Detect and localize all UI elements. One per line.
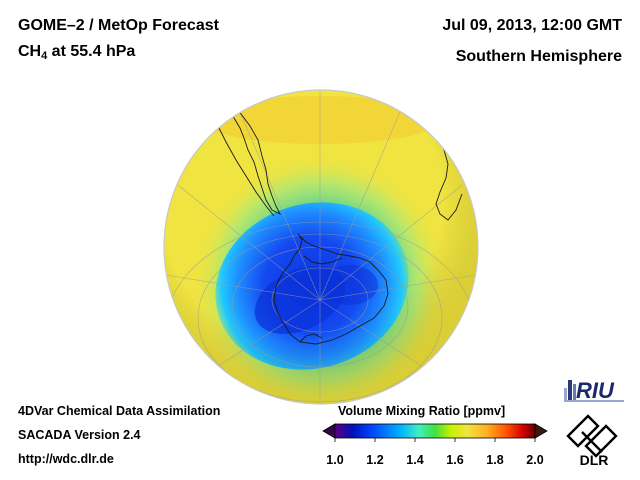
riu-logo: RIU [564, 378, 624, 403]
riu-logo-bar [573, 384, 576, 400]
forecast-datetime: Jul 09, 2013, 12:00 GMT [442, 17, 622, 34]
antarctica-coast [273, 235, 389, 345]
colorbar-title: Volume Mixing Ratio [ppmv] [338, 404, 506, 418]
footer-version: SACADA Version 2.4 [18, 428, 141, 442]
species-name: CH [18, 43, 42, 60]
colorbar-over-arrow [534, 423, 548, 439]
colorbar-gradient [334, 423, 536, 439]
riu-logo-bar [564, 388, 567, 400]
footer-method: 4DVar Chemical Data Assimilation [18, 404, 221, 418]
dlr-logo-text: DLR [580, 452, 609, 468]
dlr-logo: DLR [566, 414, 618, 468]
colorbar-tick-label: 1.2 [366, 453, 383, 467]
colorbar-under-arrow [322, 423, 336, 439]
species-subscript: 4 [41, 50, 48, 62]
meridian [177, 184, 321, 301]
colorbar-tick-label: 1.6 [446, 453, 463, 467]
south-america-west [211, 111, 275, 217]
meridian [319, 111, 401, 301]
antarctic-peninsula [289, 233, 303, 265]
globe-outline [163, 89, 479, 405]
colorbar-tick-label: 1.4 [406, 453, 423, 467]
dlr-logo-mark [566, 414, 618, 458]
hemisphere-label: Southern Hemisphere [455, 48, 622, 65]
colorbar-tick-label: 1.0 [326, 453, 343, 467]
riu-logo-underline [564, 400, 624, 402]
riu-logo-bar [568, 380, 572, 400]
meridian [165, 274, 321, 301]
meridian [319, 299, 441, 379]
map-species-level: CH4 at 55.4 hPa [18, 43, 135, 62]
meridian [319, 274, 477, 301]
map-title: GOME–2 / MetOp Forecast [18, 17, 219, 34]
meridian [319, 184, 463, 301]
weddell-sea [303, 255, 343, 265]
south-america-coast [219, 97, 282, 216]
colorbar: 1.0 1.2 1.4 1.6 1.8 2.0 [322, 423, 548, 467]
meridian [199, 299, 321, 379]
ross-ice-shelf [299, 333, 323, 343]
colorbar-tick-label: 1.8 [486, 453, 503, 467]
meridian [239, 111, 321, 301]
riu-logo-text: RIU [576, 378, 615, 403]
colorbar-tick-label: 2.0 [526, 453, 543, 467]
pressure-level: at 55.4 hPa [47, 43, 136, 60]
colorbar-ticks: 1.0 1.2 1.4 1.6 1.8 2.0 [326, 438, 544, 467]
footer-url[interactable]: http://wdc.dlr.de [18, 452, 114, 466]
